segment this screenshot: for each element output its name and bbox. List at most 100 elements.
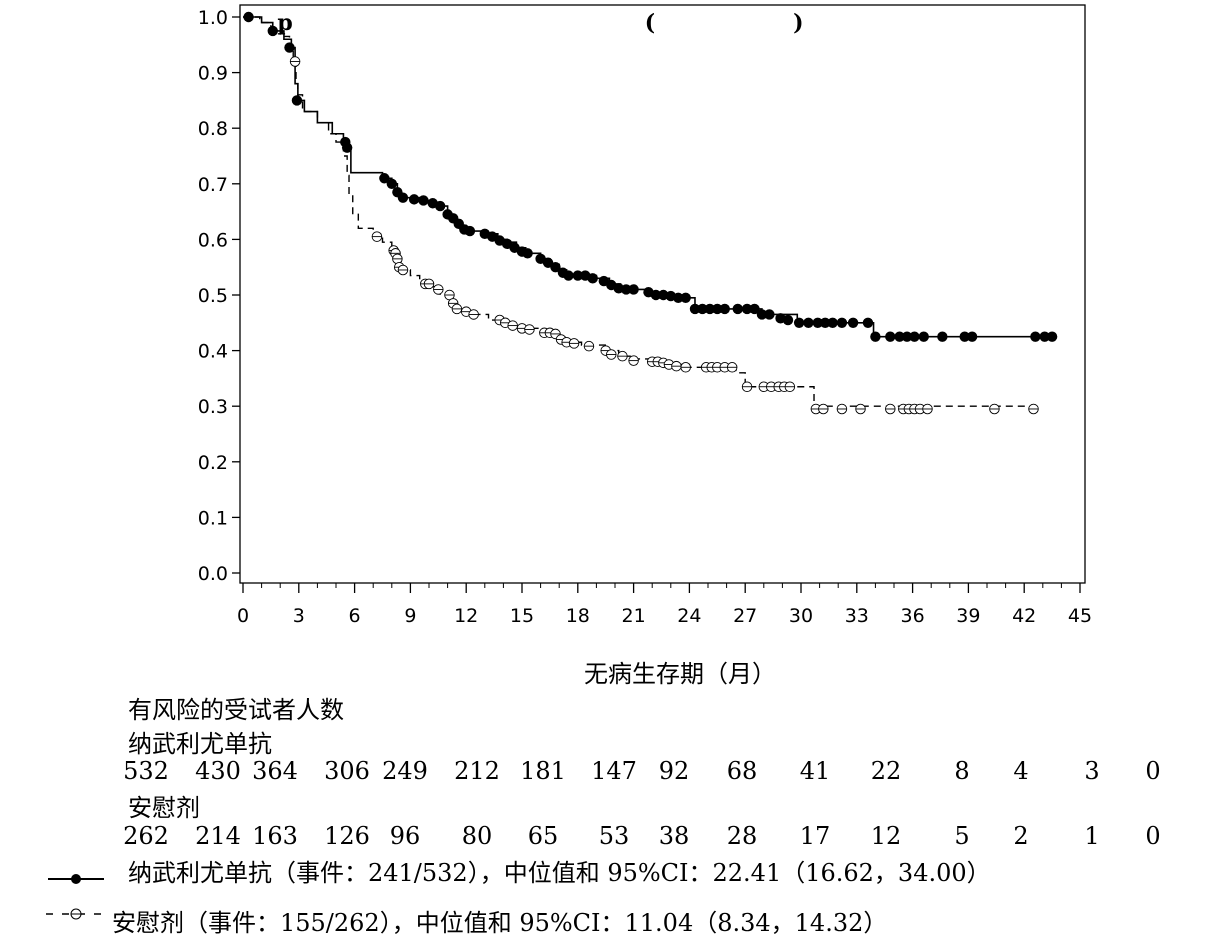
risk-count: 80	[461, 822, 493, 850]
censor-marker-filled	[550, 262, 561, 273]
censor-marker-filled	[434, 200, 446, 212]
y-tick-label: 0.7	[198, 174, 228, 196]
censor-marker-filled	[756, 309, 768, 320]
risk-count: 41	[799, 757, 831, 785]
y-tick-label: 0.2	[198, 452, 228, 474]
censor-marker-filled	[650, 289, 662, 301]
x-tick-label: 0	[237, 605, 249, 627]
survival-curves	[243, 11, 1058, 415]
censor-marker-filled	[732, 303, 743, 315]
censor-marker-filled	[587, 273, 598, 284]
censor-marker-filled	[408, 194, 420, 205]
censor-marker-filled	[959, 331, 970, 342]
risk-count: 8	[954, 757, 970, 785]
x-tick-label: 3	[293, 605, 305, 627]
risk-count: 12	[870, 822, 902, 850]
censor-marker-filled	[827, 317, 838, 328]
x-tick-label: 6	[349, 605, 361, 627]
censor-marker-filled	[793, 317, 805, 328]
censor-marker-filled	[870, 331, 881, 342]
x-tick-label: 30	[789, 605, 813, 627]
censor-marker-filled	[418, 195, 429, 206]
censor-marker-filled	[464, 225, 476, 237]
x-tick-label: 36	[901, 605, 925, 627]
risk-count: 68	[726, 757, 758, 785]
censor-marker-filled	[719, 303, 730, 315]
y-tick-label: 0.4	[198, 341, 228, 363]
risk-count: 38	[658, 822, 690, 850]
x-tick-label: 39	[956, 605, 980, 627]
censor-marker-filled	[894, 331, 905, 342]
risk-counts-row-2: 262 214 163 126 96 80 65 53 38 28 17 12 5 2 1 0	[0, 822, 1218, 852]
chart-title-fragment: p ()	[262, 0, 804, 36]
x-tick-label: 18	[566, 605, 590, 627]
censor-marker-filled	[901, 331, 913, 342]
censor-marker-filled	[673, 292, 684, 303]
censor-marker-filled	[909, 331, 920, 342]
x-tick-label: 24	[677, 605, 701, 627]
censor-marker-filled	[862, 317, 874, 328]
x-axis-label: 无病生存期（月）	[584, 660, 776, 688]
legend-entry-1: 纳武利尤单抗（事件：241/532），中位值和 95%CI：22.41（16.6…	[128, 859, 991, 887]
legend-entry-2: 安慰剂（事件：155/262），中位值和 95%CI：11.04（8.34，14…	[112, 909, 888, 937]
censor-marker-filled	[782, 314, 794, 326]
title-fragment-3: )	[793, 10, 804, 36]
y-tick-label: 0.9	[198, 63, 228, 85]
x-axis: 0 3 6 9 12 15 18 21 24 27 30 33 36 39 42 45	[237, 583, 1092, 627]
risk-table-heading: 有风险的受试者人数	[128, 696, 344, 724]
title-fragment-1: p	[277, 10, 293, 36]
censor-marker-filled	[918, 331, 929, 342]
censor-marker-filled	[572, 270, 583, 281]
censor-marker-filled	[764, 309, 775, 320]
censor-marker-filled	[885, 331, 896, 342]
censor-marker-filled	[704, 303, 716, 315]
risk-count: 3	[1084, 757, 1100, 785]
censor-marker-filled	[749, 303, 760, 315]
censor-marker-filled	[680, 292, 691, 303]
censor-marker-filled	[341, 142, 353, 153]
y-tick-label: 0.3	[198, 396, 228, 418]
x-tick-label: 12	[454, 605, 478, 627]
y-tick-label: 0.0	[198, 563, 228, 585]
risk-count: 181	[520, 757, 566, 785]
censor-marker-filled	[689, 303, 701, 315]
risk-count: 92	[658, 757, 690, 785]
censor-marker-filled	[803, 317, 814, 328]
risk-group-label-2: 安慰剂	[128, 794, 200, 822]
censor-marker-filled	[836, 317, 848, 328]
y-tick-label: 0.1	[198, 507, 228, 529]
risk-count: 28	[726, 822, 758, 850]
risk-count: 96	[389, 822, 421, 850]
risk-count: 249	[382, 757, 428, 785]
censor-marker-filled	[847, 317, 859, 328]
censor-marker-filled	[812, 317, 823, 328]
risk-count: 4	[1013, 757, 1029, 785]
censor-marker-filled	[966, 331, 978, 342]
survival-curve-2	[243, 16, 1034, 407]
y-tick-label: 0.8	[198, 118, 228, 140]
risk-count: 163	[252, 822, 298, 850]
risk-count: 65	[527, 822, 559, 850]
risk-count: 364	[252, 757, 298, 785]
censor-marker-filled	[697, 303, 708, 315]
x-tick-label: 9	[404, 605, 416, 627]
risk-count: 126	[324, 822, 370, 850]
x-tick-label: 45	[1068, 605, 1092, 627]
y-tick-label: 0.6	[198, 229, 228, 251]
y-tick-label: 0.5	[198, 285, 228, 307]
y-axis: 0.0 0.1 0.2 0.3 0.4 0.5 0.6 0.7 0.8 0.9 1.0	[198, 7, 240, 585]
risk-count: 5	[954, 822, 970, 850]
risk-count: 214	[195, 822, 241, 850]
legend-symbol-solid	[48, 874, 104, 884]
km-plot: 0.00.10.20.30.40.50.60.70.80.91.0 0 3 6 9 12…	[198, 4, 1092, 627]
censor-marker-filled	[291, 95, 303, 106]
risk-count: 22	[870, 757, 902, 785]
x-tick-label: 42	[1012, 605, 1036, 627]
y-tick-label: 1.0	[198, 7, 228, 29]
risk-count: 212	[454, 757, 500, 785]
censor-marker-filled	[379, 173, 390, 184]
plot-frame	[239, 4, 1086, 584]
censor-marker-filled	[937, 331, 948, 342]
censor-marker-filled	[397, 192, 409, 203]
risk-count: 2	[1013, 822, 1029, 850]
